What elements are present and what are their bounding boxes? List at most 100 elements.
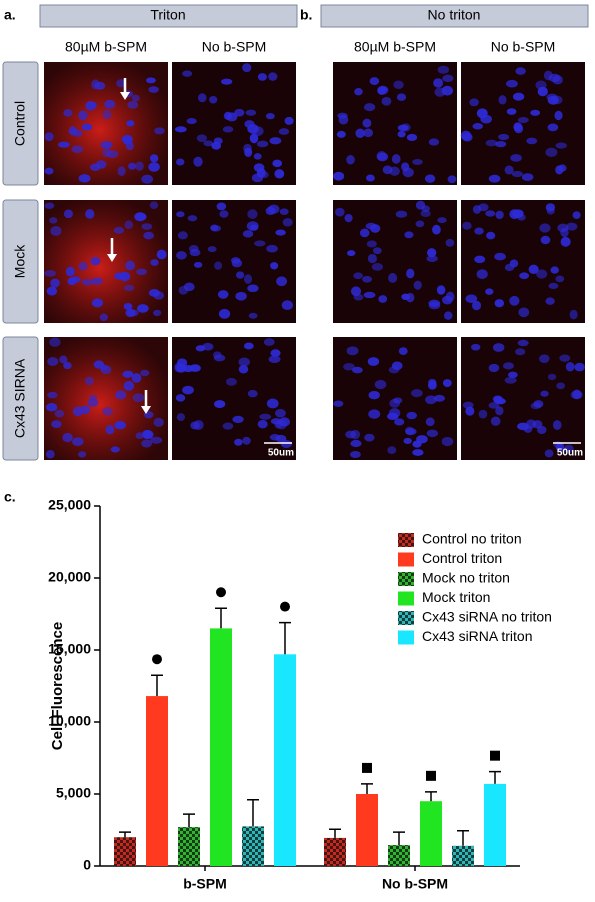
nucleus	[472, 300, 482, 311]
nucleus	[270, 262, 279, 270]
significance-marker	[280, 601, 290, 612]
nucleus	[350, 286, 362, 297]
nucleus	[63, 209, 73, 219]
nucleus	[242, 230, 254, 238]
nucleus	[367, 357, 380, 366]
nucleus	[49, 217, 58, 224]
nucleus	[47, 357, 59, 367]
nucleus	[480, 114, 492, 124]
nucleus	[149, 201, 159, 209]
nucleus	[563, 444, 574, 454]
nucleus	[242, 63, 252, 73]
nucleus	[428, 138, 440, 146]
nucleus	[257, 73, 267, 81]
nucleus	[574, 362, 585, 372]
nucleus	[71, 145, 84, 154]
nucleus	[343, 362, 355, 371]
nucleus	[123, 284, 135, 292]
nucleus	[333, 171, 345, 181]
nucleus	[123, 380, 135, 391]
nucleus	[406, 133, 418, 142]
legend-swatch	[398, 552, 414, 567]
nucleus	[274, 169, 285, 179]
nucleus	[397, 124, 409, 132]
nucleus	[485, 210, 496, 217]
nucleus	[569, 309, 578, 320]
nucleus	[352, 366, 363, 374]
nucleus	[47, 391, 58, 399]
nucleus	[280, 440, 292, 449]
nucleus	[141, 439, 153, 448]
error-bar	[489, 770, 501, 784]
nucleus	[495, 140, 507, 148]
nucleus	[114, 272, 126, 280]
nucleus	[281, 300, 293, 311]
nucleus	[517, 117, 529, 124]
significance-marker	[216, 587, 226, 598]
nucleus	[530, 109, 541, 116]
error-bar	[329, 828, 341, 838]
nucleus	[79, 405, 91, 415]
bar	[420, 801, 442, 866]
nucleus	[278, 128, 290, 135]
bar	[452, 845, 474, 866]
nucleus	[488, 363, 500, 373]
nucleus	[364, 433, 375, 442]
y-tick-label: 25,000	[48, 497, 91, 513]
nucleus	[250, 224, 259, 231]
legend-swatch	[398, 572, 414, 586]
nucleus	[346, 154, 355, 165]
nucleus	[134, 212, 147, 221]
nucleus	[234, 108, 245, 117]
nucleus	[478, 409, 488, 419]
nucleus	[506, 108, 517, 115]
nucleus	[362, 275, 373, 283]
nucleus	[377, 85, 389, 95]
panel-header: No triton	[428, 7, 481, 23]
nucleus	[420, 209, 431, 218]
nucleus	[132, 393, 145, 403]
nucleus	[353, 272, 363, 280]
nucleus	[415, 220, 425, 228]
bar	[484, 783, 506, 866]
nucleus	[265, 112, 275, 120]
nucleus	[143, 429, 153, 439]
nucleus	[378, 295, 388, 303]
nucleus	[195, 345, 206, 352]
nucleus	[259, 413, 272, 420]
bar	[388, 845, 410, 866]
nucleus	[209, 96, 218, 104]
nucleus	[540, 235, 551, 245]
nucleus	[44, 167, 54, 175]
nucleus	[558, 164, 567, 172]
arrow-head	[141, 406, 151, 414]
nucleus	[492, 343, 505, 352]
nucleus	[125, 308, 136, 318]
nucleus	[365, 222, 377, 230]
nucleus	[46, 403, 58, 412]
nucleus	[275, 434, 287, 443]
nucleus	[245, 109, 257, 116]
legend-swatch	[398, 533, 414, 547]
nucleus	[509, 295, 520, 306]
nucleus	[214, 261, 223, 270]
nucleus	[465, 294, 478, 303]
nucleus	[243, 143, 252, 154]
micrograph	[461, 62, 585, 185]
nucleus	[174, 126, 187, 133]
nucleus	[225, 377, 237, 386]
nucleus	[62, 432, 73, 443]
nucleus	[472, 205, 482, 214]
bar	[242, 826, 264, 866]
legend-label: Cx43 siRNA no triton	[422, 609, 552, 625]
nucleus	[114, 421, 126, 430]
nucleus	[471, 343, 481, 351]
nucleus	[537, 425, 547, 435]
nucleus	[488, 402, 500, 409]
nucleus	[362, 118, 372, 128]
nucleus	[104, 99, 116, 109]
bar	[210, 628, 232, 866]
nucleus	[176, 363, 187, 373]
nucleus	[131, 373, 142, 383]
